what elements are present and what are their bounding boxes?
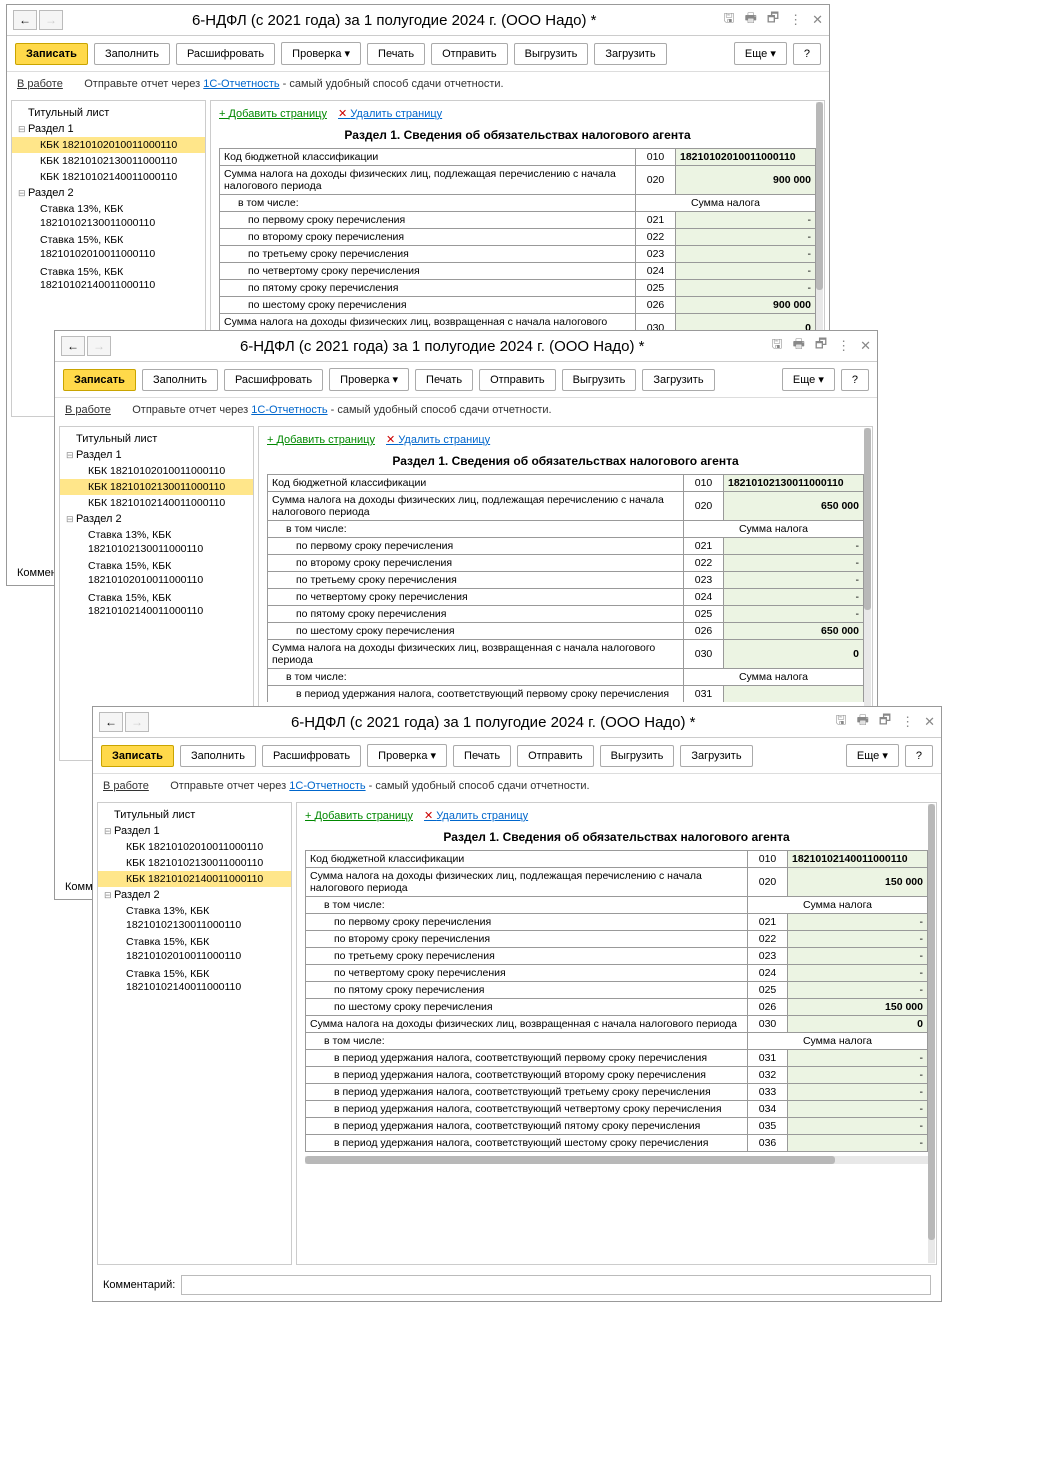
add-page[interactable]: Добавить страницу: [267, 434, 375, 446]
section-title: Раздел 1. Сведения об обязательствах нал…: [219, 128, 816, 142]
check-button[interactable]: Проверка ▾: [367, 744, 447, 767]
status-text2: - самый удобный способ сдачи отчетности.: [280, 78, 504, 90]
help-button[interactable]: ?: [905, 745, 933, 767]
vscroll[interactable]: [928, 804, 935, 1263]
status-link[interactable]: 1С-Отчетность: [251, 404, 327, 416]
close-icon[interactable]: ✕: [812, 12, 823, 28]
nav-back-button[interactable]: ←: [13, 10, 37, 30]
check-button[interactable]: Проверка ▾: [329, 368, 409, 391]
import-button[interactable]: Загрузить: [594, 43, 666, 65]
help-button[interactable]: ?: [793, 43, 821, 65]
import-button[interactable]: Загрузить: [642, 369, 714, 391]
print-button[interactable]: Печать: [367, 43, 425, 65]
fill-button[interactable]: Заполнить: [180, 745, 256, 767]
check-button[interactable]: Проверка ▾: [281, 42, 361, 65]
window-title: 6-НДФЛ (с 2021 года) за 1 полугодие 2024…: [65, 12, 724, 29]
decode-button[interactable]: Расшифровать: [176, 43, 275, 65]
decode-button[interactable]: Расшифровать: [224, 369, 323, 391]
del-page[interactable]: Удалить страницу: [338, 108, 442, 120]
tree-title[interactable]: Титульный лист: [12, 105, 205, 121]
nav-fwd-button[interactable]: →: [39, 10, 63, 30]
preview-icon[interactable]: 🗗: [815, 335, 827, 357]
print-icon[interactable]: 🖶: [745, 9, 757, 31]
comment-input[interactable]: [181, 1275, 931, 1295]
decode-button[interactable]: Расшифровать: [262, 745, 361, 767]
nav-back-button[interactable]: ←: [61, 336, 85, 356]
sum-field[interactable]: 900 000: [676, 166, 816, 195]
nav-fwd-button[interactable]: →: [125, 712, 149, 732]
fill-button[interactable]: Заполнить: [94, 43, 170, 65]
print-button[interactable]: Печать: [453, 745, 511, 767]
window-title: 6-НДФЛ (с 2021 года) за 1 полугодие 2024…: [113, 338, 772, 355]
fill-button[interactable]: Заполнить: [142, 369, 218, 391]
tree-s15b[interactable]: Ставка 15%, КБК18210102140011000110: [12, 264, 205, 295]
print-icon[interactable]: 🖶: [793, 335, 805, 357]
close-icon[interactable]: ✕: [860, 338, 871, 354]
more-button[interactable]: Еще ▾: [846, 744, 899, 767]
add-page[interactable]: Добавить страницу: [219, 108, 327, 120]
more-icon[interactable]: ⋮: [789, 12, 802, 28]
more-icon[interactable]: ⋮: [837, 338, 850, 354]
main-panel: Добавить страницу Удалить страницу Разде…: [296, 802, 937, 1265]
grid: Код бюджетной классификации0101821010214…: [305, 850, 928, 1152]
tree-s13[interactable]: Ставка 13%, КБК18210102130011000110: [12, 201, 205, 232]
more-icon[interactable]: ⋮: [901, 714, 914, 730]
close-icon[interactable]: ✕: [924, 714, 935, 730]
status-link[interactable]: 1С-Отчетность: [203, 78, 279, 90]
comment-label: Коммен: [17, 567, 57, 579]
export-button[interactable]: Выгрузить: [600, 745, 675, 767]
del-page[interactable]: Удалить страницу: [386, 434, 490, 446]
kbk-field[interactable]: 18210102010011000110: [676, 149, 816, 166]
write-button[interactable]: Записать: [15, 43, 88, 65]
grid: Код бюджетной классификации0101821010213…: [267, 474, 864, 702]
save-icon[interactable]: 🖫: [772, 335, 783, 357]
status-work[interactable]: В работе: [17, 78, 63, 90]
help-button[interactable]: ?: [841, 369, 869, 391]
preview-icon[interactable]: 🗗: [767, 9, 779, 31]
tree: Титульный лист Раздел 1 КБК 182101020100…: [97, 802, 292, 1265]
hscroll[interactable]: [305, 1156, 928, 1164]
comment-label: Комментарий:: [103, 1279, 175, 1291]
window-title: 6-НДФЛ (с 2021 года) за 1 полугодие 2024…: [151, 714, 836, 731]
status-work[interactable]: В работе: [65, 404, 111, 416]
add-page[interactable]: Добавить страницу: [305, 810, 413, 822]
export-button[interactable]: Выгрузить: [514, 43, 589, 65]
save-icon[interactable]: 🖫: [724, 9, 735, 31]
tree-r1[interactable]: Раздел 1: [12, 121, 205, 137]
save-icon[interactable]: 🖫: [836, 711, 847, 733]
export-button[interactable]: Выгрузить: [562, 369, 637, 391]
write-button[interactable]: Записать: [101, 745, 174, 767]
send-button[interactable]: Отправить: [517, 745, 594, 767]
grid: Код бюджетной классификации0101821010201…: [219, 148, 816, 342]
tree-r2[interactable]: Раздел 2: [12, 185, 205, 201]
status-link[interactable]: 1С-Отчетность: [289, 780, 365, 792]
tree-s15a[interactable]: Ставка 15%, КБК18210102010011000110: [12, 232, 205, 263]
preview-icon[interactable]: 🗗: [879, 711, 891, 733]
nav-back-button[interactable]: ←: [99, 712, 123, 732]
del-page[interactable]: Удалить страницу: [424, 810, 528, 822]
send-button[interactable]: Отправить: [431, 43, 508, 65]
more-button[interactable]: Еще ▾: [782, 368, 835, 391]
status-text: Отправьте отчет через: [84, 78, 203, 90]
import-button[interactable]: Загрузить: [680, 745, 752, 767]
print-button[interactable]: Печать: [415, 369, 473, 391]
tree-kbk2[interactable]: КБК 18210102130011000110: [12, 153, 205, 169]
write-button[interactable]: Записать: [63, 369, 136, 391]
nav-fwd-button[interactable]: →: [87, 336, 111, 356]
print-icon[interactable]: 🖶: [857, 711, 869, 733]
more-button[interactable]: Еще ▾: [734, 42, 787, 65]
tree-kbk3[interactable]: КБК 18210102140011000110: [12, 169, 205, 185]
send-button[interactable]: Отправить: [479, 369, 556, 391]
tree-kbk1[interactable]: КБК 18210102010011000110: [12, 137, 205, 153]
status-work[interactable]: В работе: [103, 780, 149, 792]
